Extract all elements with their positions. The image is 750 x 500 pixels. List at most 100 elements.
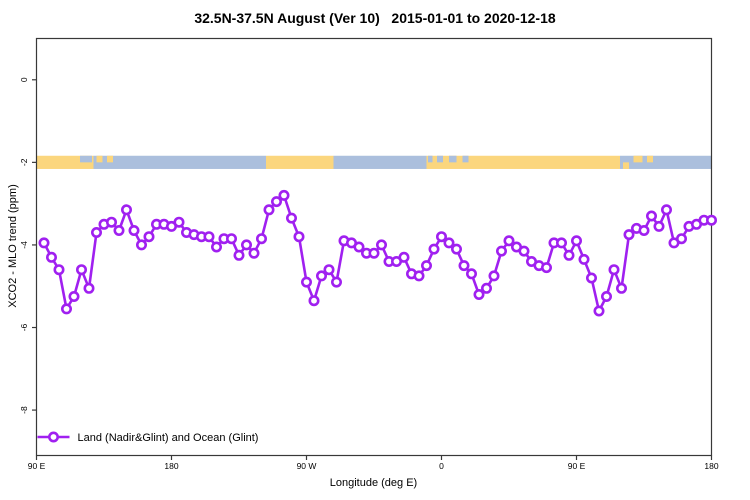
data-point-marker [398, 251, 410, 263]
data-point-marker [226, 233, 238, 245]
x-tick-label: 90 E [568, 461, 586, 471]
data-point-marker [570, 235, 582, 247]
data-point-marker [248, 247, 260, 259]
data-point-marker [480, 282, 492, 294]
map-strip-ocean-segment [333, 155, 427, 169]
data-point-marker [83, 282, 95, 294]
map-strip-land-fleck [623, 162, 629, 169]
data-point-marker [38, 237, 50, 249]
data-point-marker [503, 235, 515, 247]
data-point-marker [660, 204, 672, 216]
data-point-marker [330, 276, 342, 288]
data-point-marker [578, 253, 590, 265]
map-strip-land-fleck [107, 155, 113, 163]
map-strip-land-fleck [96, 155, 103, 163]
data-point-marker [585, 272, 597, 284]
data-point-marker [308, 295, 320, 307]
data-point-marker [443, 237, 455, 249]
data-point-marker [518, 245, 530, 257]
plot-box [35, 37, 713, 457]
data-point-marker [428, 243, 440, 255]
data-point-marker [173, 216, 185, 228]
data-point-marker [450, 243, 462, 255]
data-point-marker [413, 270, 425, 282]
x-tick-label: 180 [164, 461, 178, 471]
data-point-marker [645, 210, 657, 222]
map-strip-land-segment [36, 155, 94, 169]
data-point-marker [675, 233, 687, 245]
map-strip-ocean-fleck [80, 155, 92, 163]
data-point-marker [465, 268, 477, 280]
map-strip-land-fleck [647, 155, 653, 163]
data-point-marker [91, 227, 103, 239]
data-point-marker [263, 204, 275, 216]
data-point-marker [128, 225, 140, 237]
x-tick-label: 90 E [28, 461, 46, 471]
data-point-marker [278, 189, 290, 201]
y-axis-label: XCO2 - MLO trend (ppm) [7, 184, 19, 308]
data-point-marker [68, 290, 80, 302]
data-point-marker [106, 216, 118, 228]
data-point-marker [353, 241, 365, 253]
data-point-marker [458, 260, 470, 272]
data-point-marker [315, 270, 327, 282]
data-point-marker [300, 276, 312, 288]
legend-marker-icon [47, 431, 59, 443]
map-strip-land-segment [426, 155, 620, 169]
data-point-marker [540, 262, 552, 274]
data-point-marker [488, 270, 500, 282]
map-strip-land-segment [266, 155, 334, 169]
data-point-marker [285, 212, 297, 224]
data-point-marker [495, 245, 507, 257]
data-point-marker [45, 251, 57, 263]
data-point-marker [705, 214, 717, 226]
data-point-marker [375, 239, 387, 251]
map-strip-land-fleck [633, 155, 643, 163]
map-strip-ocean-fleck [428, 155, 433, 163]
data-point-marker [473, 288, 485, 300]
data-point-marker [600, 290, 612, 302]
data-point-marker [255, 233, 267, 245]
y-tick-label: -2 [19, 158, 29, 166]
data-point-marker [593, 305, 605, 317]
data-point-marker [136, 239, 148, 251]
map-strip-ocean-fleck [449, 155, 457, 163]
data-point-marker [563, 249, 575, 261]
data-point-marker [608, 264, 620, 276]
data-point-marker [203, 231, 215, 243]
data-point-marker [76, 264, 88, 276]
x-tick-label: 90 W [297, 461, 317, 471]
y-tick-label: 0 [19, 77, 29, 82]
data-point-marker [113, 225, 125, 237]
y-tick-label: -6 [19, 323, 29, 331]
x-tick-label: 0 [439, 461, 444, 471]
data-point-marker [420, 260, 432, 272]
map-strip-ocean-fleck [437, 155, 443, 163]
data-point-marker [233, 249, 245, 261]
data-point-marker [323, 264, 335, 276]
data-point-marker [623, 229, 635, 241]
data-point-marker [241, 239, 253, 251]
data-point-marker [435, 231, 447, 243]
map-strip-ocean-segment [93, 155, 266, 169]
y-tick-label: -8 [19, 406, 29, 414]
map-strip-ocean-fleck [462, 155, 469, 163]
y-tick-label: -4 [19, 241, 29, 249]
data-point-marker [60, 303, 72, 315]
data-point-marker [293, 231, 305, 243]
x-tick-label: 180 [704, 461, 718, 471]
data-point-marker [368, 247, 380, 259]
data-point-marker [211, 241, 223, 253]
data-point-marker [121, 204, 133, 216]
data-point-marker [555, 237, 567, 249]
data-point-marker [143, 231, 155, 243]
x-axis-label: Longitude (deg E) [329, 477, 418, 489]
map-strip-ocean-segment [620, 155, 712, 169]
data-point-marker [653, 220, 665, 232]
data-point-marker [615, 282, 627, 294]
chart-title: 32.5N-37.5N August (Ver 10) 2015-01-01 t… [194, 10, 556, 26]
data-point-marker [270, 196, 282, 208]
data-point-marker [638, 225, 650, 237]
